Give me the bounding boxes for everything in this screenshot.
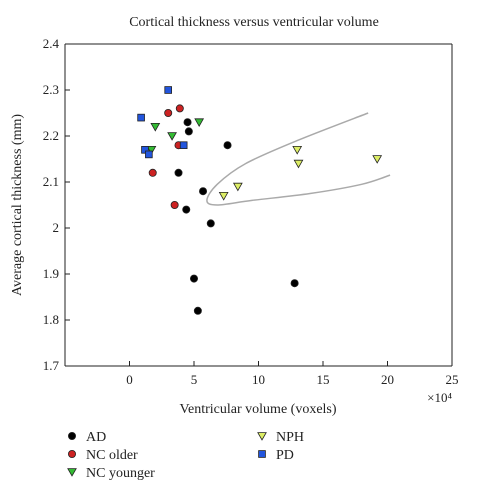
x-tick-label: 25 xyxy=(446,372,459,387)
x-axis-label: Ventricular volume (voxels) xyxy=(179,402,336,417)
legend-marker-ad xyxy=(68,431,77,440)
legend-label-nc-older: NC older xyxy=(86,448,138,463)
y-tick-label: 2.4 xyxy=(43,36,60,51)
data-point-nph xyxy=(218,191,229,201)
data-point-pd xyxy=(164,86,173,94)
y-tick-label: 2.2 xyxy=(43,128,59,143)
data-point-nc-younger xyxy=(167,132,177,141)
y-tick-label: 1.8 xyxy=(43,312,59,327)
x-multiplier-label: ×10⁴ xyxy=(427,390,452,405)
y-tick-label: 1.7 xyxy=(43,358,60,373)
x-tick-label: 15 xyxy=(317,372,330,387)
data-point-ad xyxy=(189,274,198,283)
data-point-ad xyxy=(199,187,208,196)
data-point-nc-younger xyxy=(194,118,205,128)
data-point-ad xyxy=(193,306,202,315)
x-tick-label: 0 xyxy=(126,372,133,387)
data-point-pd xyxy=(137,113,145,122)
chart-title: Cortical thickness versus ventricular vo… xyxy=(129,15,379,30)
legend-marker-pd xyxy=(258,450,266,458)
legend-marker-nc-younger xyxy=(67,468,77,477)
data-point-ad xyxy=(290,279,299,288)
y-tick-label: 1.9 xyxy=(43,266,59,281)
y-tick-label: 2 xyxy=(53,220,60,235)
plot-area: 0 5 10 15 20 25 1.7 1.8 1.9 2 2.1 2.2 2.3 2.4 xyxy=(43,36,459,387)
legend-marker-nph xyxy=(257,432,267,441)
decision-boundary-curve xyxy=(206,112,391,206)
data-point-nc-older xyxy=(175,104,184,113)
x-tick-label: 20 xyxy=(381,372,394,387)
data-point-ad xyxy=(223,141,232,150)
data-point-nc-older xyxy=(164,109,173,118)
legend: AD NC older NC younger NPH PD xyxy=(67,430,304,481)
data-point-pd xyxy=(141,145,149,154)
data-point-ad xyxy=(183,118,192,127)
data-point-pd xyxy=(179,141,188,150)
data-point-pd xyxy=(145,150,153,159)
y-axis-label: Average cortical thickness (mm) xyxy=(10,114,25,296)
data-point-ad xyxy=(174,168,183,177)
legend-label-nph: NPH xyxy=(276,430,304,445)
data-point-nph xyxy=(293,159,304,169)
x-tick-label: 5 xyxy=(191,372,198,387)
x-tick-label: 10 xyxy=(252,372,265,387)
y-ticks: 1.7 1.8 1.9 2 2.1 2.2 2.3 2.4 xyxy=(43,36,70,373)
legend-label-ad: AD xyxy=(86,430,106,445)
data-point-ad xyxy=(184,127,193,136)
data-point-nc-older xyxy=(170,200,179,209)
legend-label-nc-younger: NC younger xyxy=(86,466,155,481)
data-point-nph xyxy=(292,145,303,155)
data-point-nph xyxy=(372,155,383,164)
data-point-nph xyxy=(232,182,243,192)
legend-label-pd: PD xyxy=(276,448,294,463)
y-tick-label: 2.3 xyxy=(43,82,59,97)
x-ticks: 0 5 10 15 20 25 xyxy=(126,361,459,387)
y-tick-label: 2.1 xyxy=(43,174,59,189)
data-point-ad xyxy=(182,205,191,214)
data-point-nc-younger xyxy=(150,123,161,132)
data-point-nc-older xyxy=(148,168,157,177)
data-point-ad xyxy=(206,219,215,228)
legend-marker-nc-older xyxy=(68,449,77,458)
data-point-nc-younger xyxy=(146,145,157,155)
data-markers xyxy=(137,86,383,315)
